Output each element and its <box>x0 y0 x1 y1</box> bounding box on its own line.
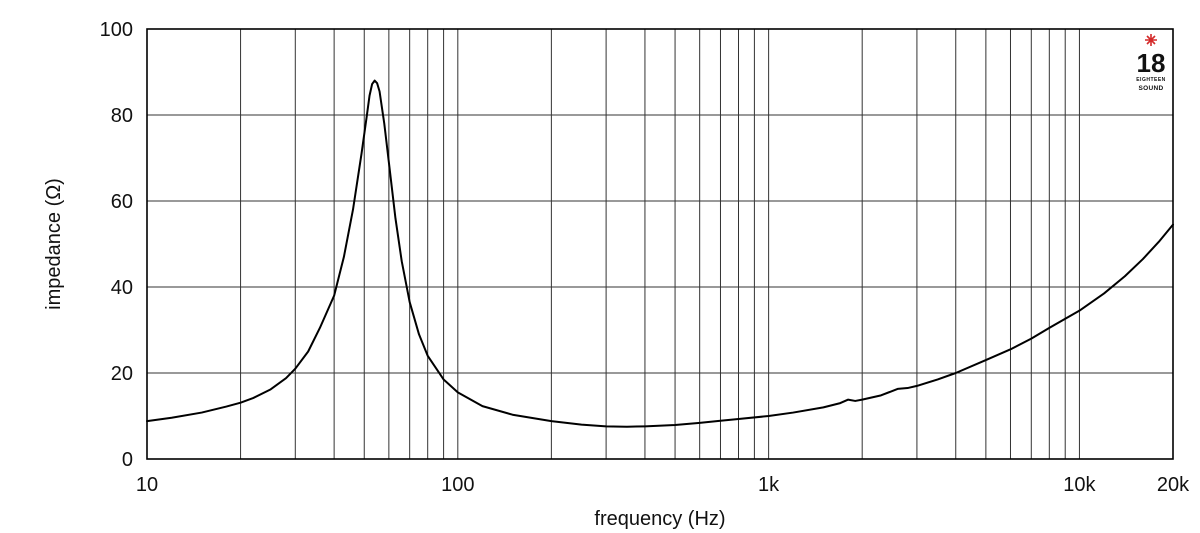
logo-number: 18 <box>1137 48 1166 78</box>
series-line <box>146 79 1174 428</box>
y-tick-label: 20 <box>111 363 133 385</box>
x-tick-label: 1k <box>758 474 780 496</box>
star-icon <box>1145 34 1157 46</box>
x-axis-title: frequency (Hz) <box>594 508 725 530</box>
y-axis-title: impedance (Ω) <box>43 178 65 310</box>
x-tick-label: 10 <box>136 474 158 496</box>
logo-small-text: EIGHTEEN <box>1136 77 1166 83</box>
y-tick-label: 40 <box>111 277 133 299</box>
x-tick-label: 100 <box>441 474 474 496</box>
y-tick-label: 0 <box>122 449 133 471</box>
y-tick-label: 60 <box>111 191 133 213</box>
tick-labels: 10 100 1k 10k 20k 0 20 40 60 80 100 <box>100 19 1190 496</box>
x-tick-label: 20k <box>1157 474 1190 496</box>
y-tick-label: 100 <box>100 19 133 41</box>
eighteen-sound-logo: 18 EIGHTEEN SOUND <box>1136 34 1166 92</box>
logo-word: SOUND <box>1139 85 1164 92</box>
y-tick-label: 80 <box>111 105 133 127</box>
series-layer <box>146 79 1174 428</box>
grid <box>147 29 1173 459</box>
plot-frame <box>146 28 1174 460</box>
x-tick-label: 10k <box>1063 474 1096 496</box>
